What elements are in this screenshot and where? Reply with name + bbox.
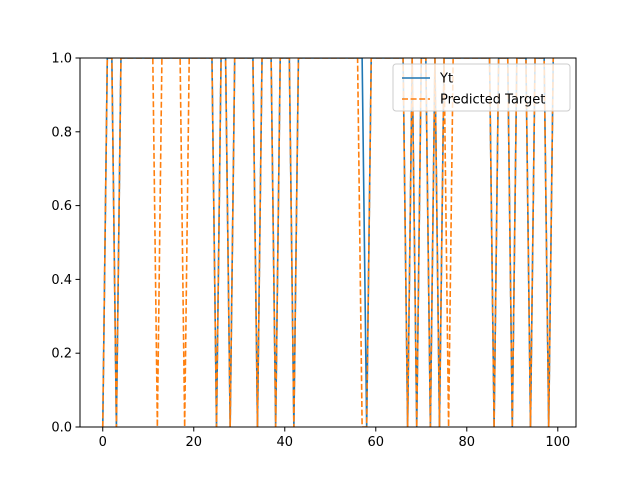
legend-label: Yt: [439, 72, 453, 87]
y-tick-label: 1.0: [51, 52, 72, 67]
y-tick-label: 0.8: [51, 125, 72, 140]
x-tick-label: 60: [368, 435, 385, 450]
legend-label: Predicted Target: [440, 93, 545, 108]
y-tick-label: 0.4: [51, 273, 72, 288]
x-tick-label: 80: [459, 435, 476, 450]
x-axis: 0 20 40 60 80 100: [99, 427, 570, 450]
x-tick-label: 20: [185, 435, 202, 450]
y-axis: 0.0 0.2 0.4 0.6 0.8 1.0: [51, 52, 80, 436]
x-tick-label: 0: [99, 435, 107, 450]
x-tick-label: 100: [545, 435, 570, 450]
axes-frame: [79, 57, 577, 428]
y-tick-label: 0.0: [51, 421, 72, 436]
legend: Yt Predicted Target: [392, 63, 571, 112]
x-tick-label: 40: [276, 435, 293, 450]
y-tick-label: 0.2: [51, 347, 72, 362]
y-tick-label: 0.6: [51, 199, 72, 214]
legend-box: [392, 63, 571, 112]
